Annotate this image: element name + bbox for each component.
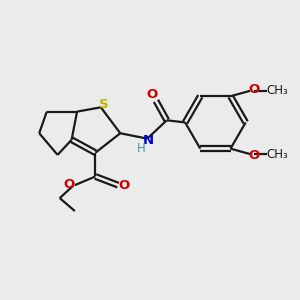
Text: CH₃: CH₃ bbox=[266, 148, 288, 160]
Text: CH₃: CH₃ bbox=[266, 84, 288, 97]
Text: O: O bbox=[118, 178, 129, 192]
Text: O: O bbox=[249, 148, 260, 162]
Text: H: H bbox=[136, 142, 145, 155]
Text: S: S bbox=[99, 98, 109, 111]
Text: O: O bbox=[64, 178, 75, 190]
Text: N: N bbox=[143, 134, 154, 147]
Text: O: O bbox=[146, 88, 157, 101]
Text: O: O bbox=[249, 83, 260, 96]
